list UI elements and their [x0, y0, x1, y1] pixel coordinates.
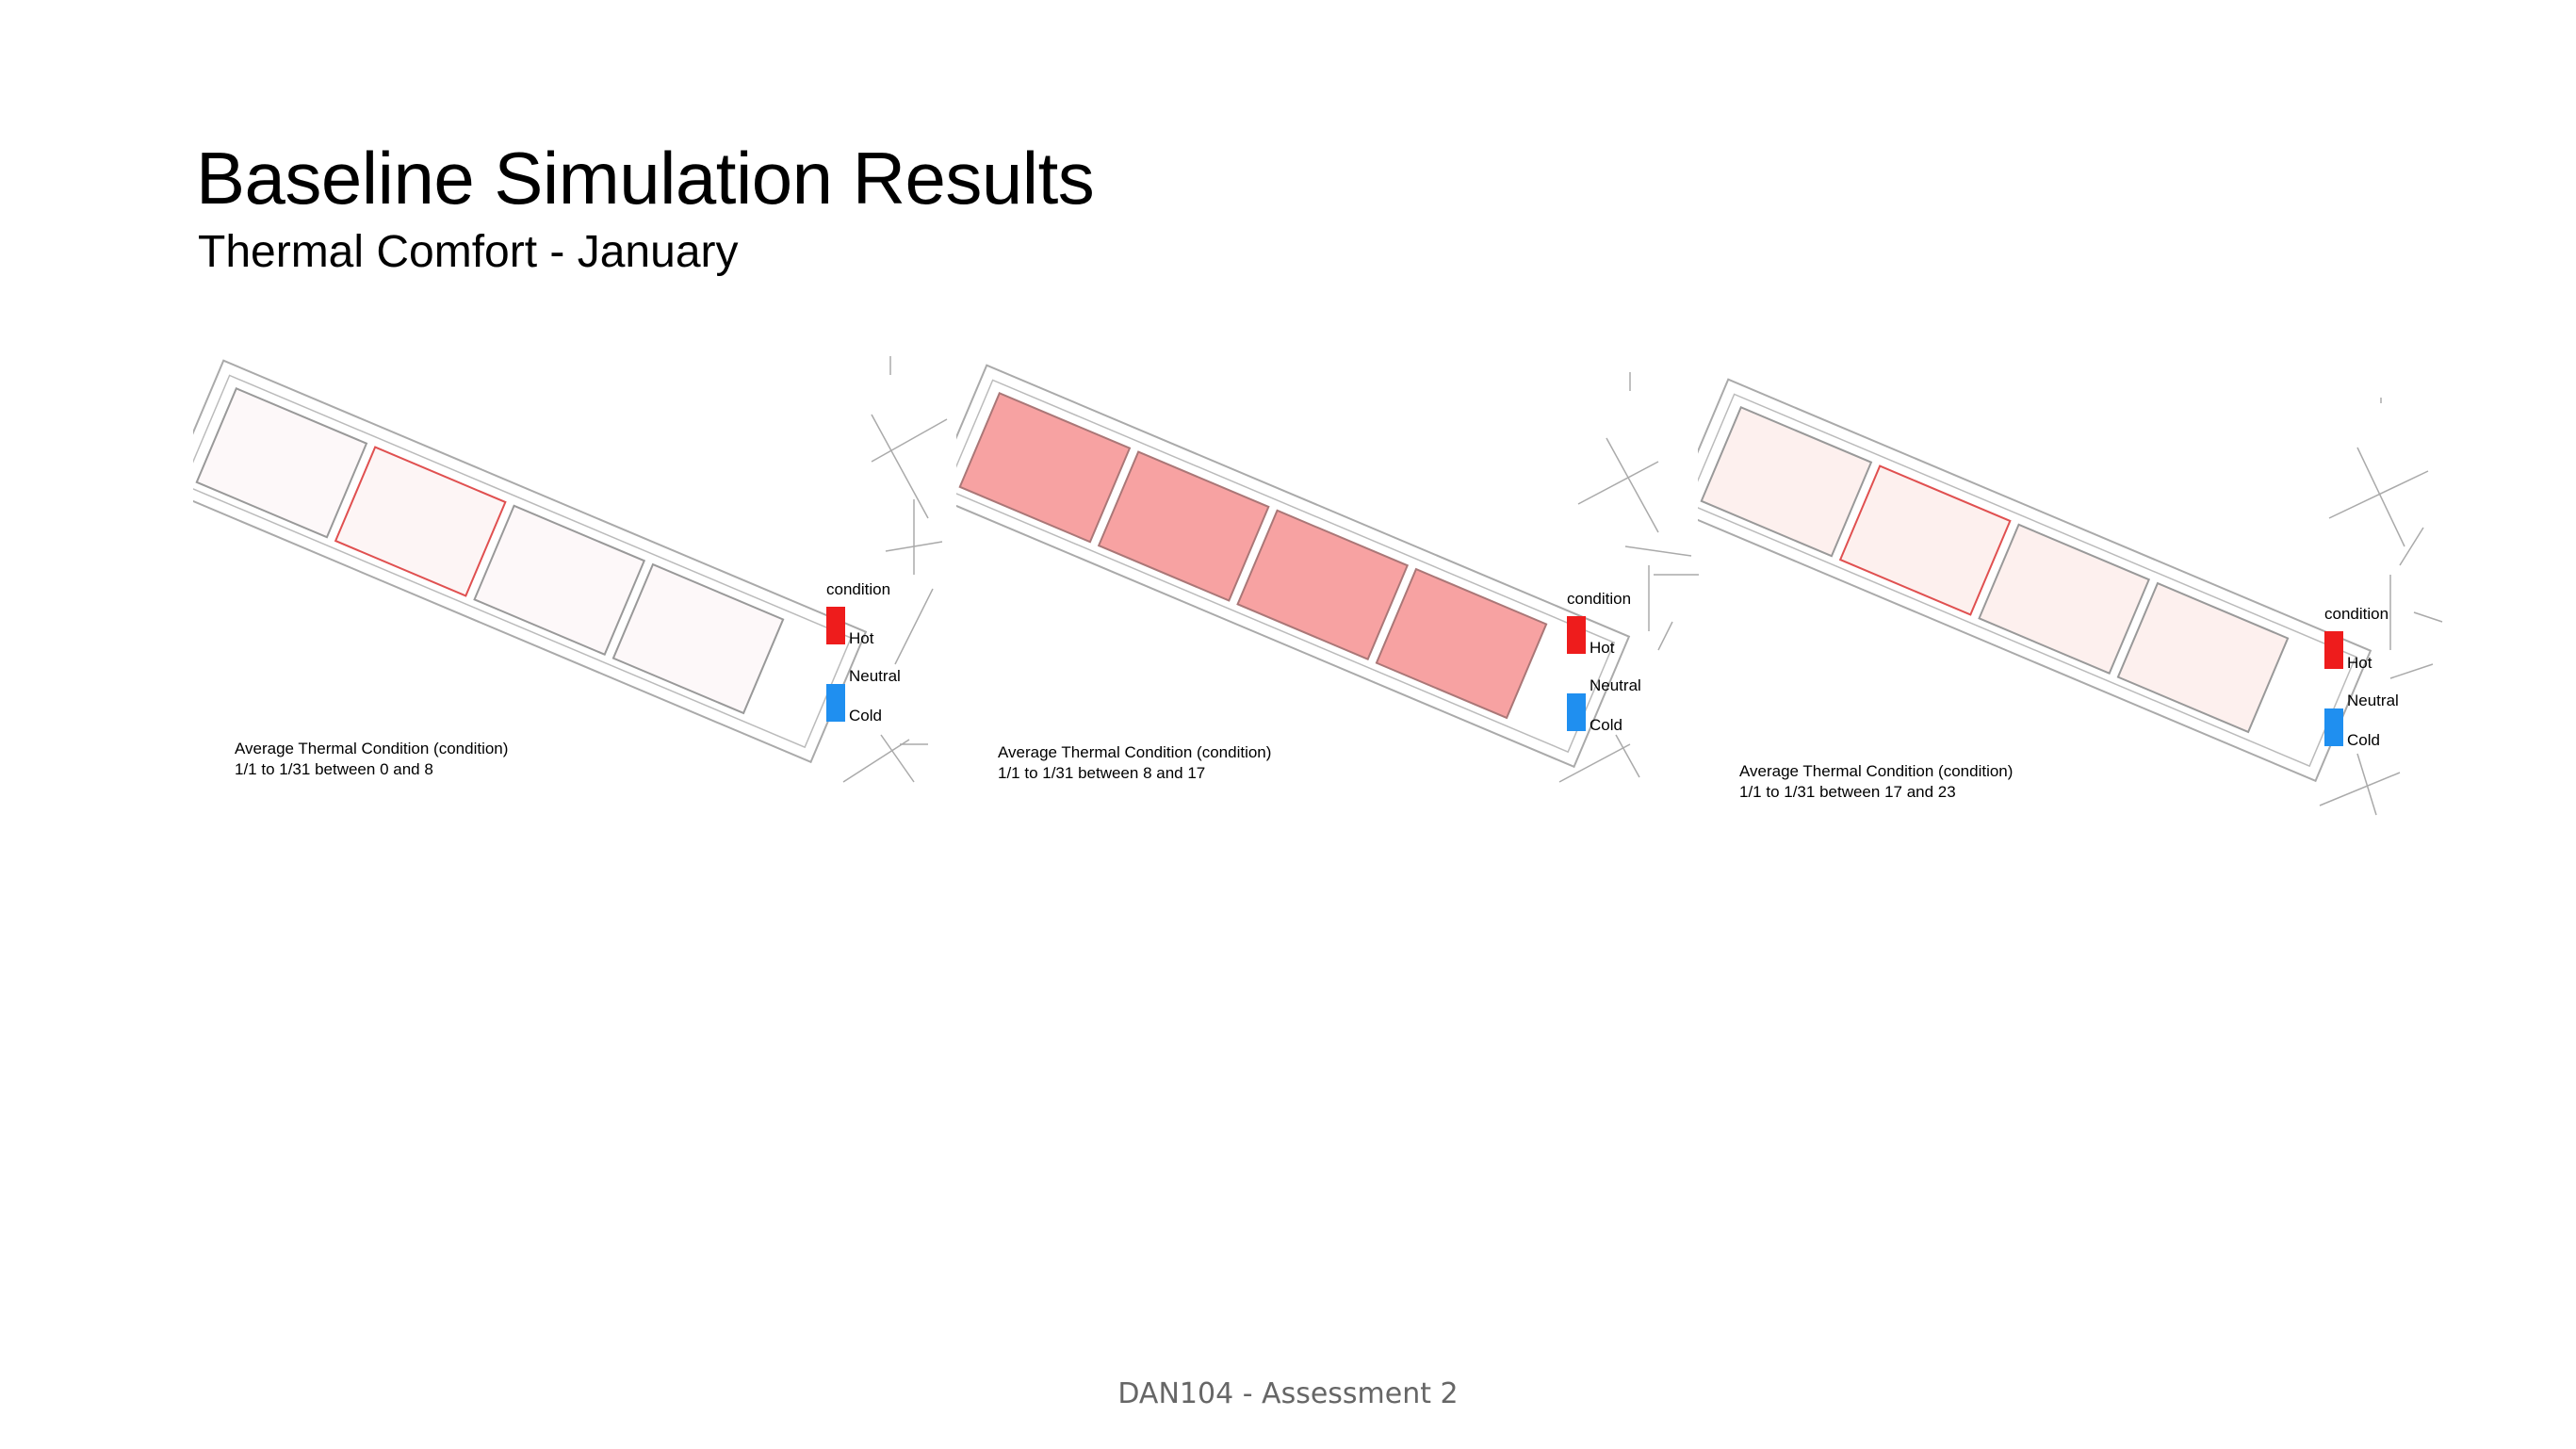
slide-subtitle: Thermal Comfort - January	[198, 227, 739, 277]
caption-period: 1/1 to 1/31 between 17 and 23	[1739, 783, 1956, 801]
zone-room-2	[1097, 450, 1270, 602]
slide-title: Baseline Simulation Results	[196, 137, 1095, 220]
zone-room-2	[1838, 464, 2012, 616]
zone-room-4	[2116, 581, 2290, 734]
legend-hot-label: Hot	[2347, 654, 2372, 672]
thermal-panel-night: condition Hot Neutral Cold Average Therm…	[193, 339, 966, 829]
caption-title: Average Thermal Condition (condition)	[1739, 762, 2014, 780]
legend-neutral-label: Neutral	[849, 667, 901, 685]
caption-title: Average Thermal Condition (condition)	[235, 740, 509, 757]
panel-caption: Average Thermal Condition (condition) 1/…	[235, 739, 508, 780]
north-arrow-marks	[842, 356, 948, 783]
panel-caption: Average Thermal Condition (condition) 1/…	[998, 742, 1271, 784]
zone-room-1	[958, 392, 1132, 544]
thermal-panel-evening: condition Hot Neutral Cold Average Therm…	[1698, 339, 2470, 829]
legend-hot-label: Hot	[849, 629, 874, 647]
legend-neutral-label: Neutral	[1590, 676, 1641, 694]
slide-footer: DAN104 - Assessment 2	[1117, 1377, 1459, 1410]
cold-swatch	[1567, 693, 1586, 731]
zone-room-1	[1700, 406, 1873, 558]
legend-cold-label: Cold	[2347, 731, 2380, 749]
caption-period: 1/1 to 1/31 between 0 and 8	[235, 760, 433, 778]
cold-swatch	[2324, 708, 2343, 746]
caption-period: 1/1 to 1/31 between 8 and 17	[998, 764, 1206, 782]
cold-swatch	[826, 684, 845, 722]
building-plan-drawing	[193, 356, 948, 783]
legend-hot-label: Hot	[1590, 639, 1615, 657]
north-arrow-marks	[2319, 398, 2443, 816]
panel-clip-edge	[1699, 339, 1729, 829]
panel-caption: Average Thermal Condition (condition) 1/…	[1739, 761, 2013, 803]
building-plan-drawing	[956, 339, 1729, 829]
building-inner-wall	[956, 379, 1616, 754]
legend-cold-label: Cold	[1590, 716, 1622, 734]
legend-neutral-label: Neutral	[2347, 692, 2399, 709]
hot-swatch	[1567, 616, 1586, 654]
zone-room-2	[334, 446, 507, 597]
zone-room-3	[1236, 509, 1410, 661]
legend-cold-label: Cold	[849, 707, 882, 724]
hot-swatch	[2324, 631, 2343, 669]
zone-room-3	[1978, 523, 2151, 676]
building-outer-wall	[956, 364, 1631, 769]
north-arrow-marks	[1558, 372, 1701, 783]
caption-title: Average Thermal Condition (condition)	[998, 743, 1272, 761]
legend-title: condition	[826, 580, 891, 598]
legend-title: condition	[2324, 605, 2389, 623]
legend-title: condition	[1567, 590, 1632, 608]
hot-swatch	[826, 607, 845, 644]
thermal-panel-day: condition Hot Neutral Cold Average Therm…	[956, 339, 1729, 829]
zone-room-1	[195, 387, 368, 539]
zone-room-3	[473, 504, 646, 657]
zone-room-4	[1375, 567, 1548, 720]
building-plan-drawing	[1698, 378, 2443, 816]
zone-room-4	[611, 562, 785, 715]
